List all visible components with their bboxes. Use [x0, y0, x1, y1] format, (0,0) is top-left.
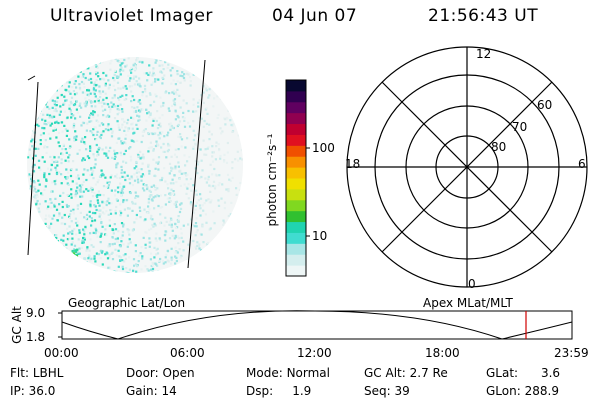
lat-label-80: 80	[491, 140, 507, 154]
time-tick-1800: 18:00	[425, 346, 460, 360]
glat-info: GLat: 3.6	[486, 366, 561, 380]
orbit-altitude-plot	[61, 310, 573, 340]
instrument-title: Ultraviolet Imager	[50, 6, 213, 26]
colorbar-tick-10: 10	[312, 229, 328, 243]
lat-label-70: 70	[512, 120, 528, 134]
gc-alt-info: GC Alt: 2.7 Re	[364, 366, 448, 380]
dsp-info: Dsp: 1.9	[246, 384, 312, 398]
image-time: 21:56:43 UT	[428, 6, 539, 26]
mlt-label-6: 6	[578, 157, 586, 171]
gc-alt-bottom-tick: 1.8	[26, 330, 46, 344]
mode-info: Mode: Normal	[246, 366, 330, 380]
glon-info: GLon: 288.9	[486, 384, 559, 398]
orbit-altitude-curve	[61, 310, 573, 340]
seq-info: Seq: 39	[364, 384, 410, 398]
time-tick-0000: 00:00	[44, 346, 79, 360]
mlt-label-0: 0	[468, 277, 476, 291]
colorbar	[286, 80, 306, 277]
mlt-label-18: 18	[345, 157, 361, 171]
geo-grid-tick	[27, 75, 36, 81]
uv-earth-image	[27, 57, 243, 273]
lat-label-60: 60	[537, 98, 553, 112]
door-info: Door: Open	[126, 366, 195, 380]
geographic-label: Geographic Lat/Lon	[68, 296, 186, 310]
polar-plot	[346, 46, 588, 288]
gc-alt-axis-title: GC Alt	[10, 306, 24, 344]
gain-info: Gain: 14	[126, 384, 177, 398]
image-date: 04 Jun 07	[272, 6, 358, 26]
time-tick-2359: 23:59	[554, 346, 589, 360]
mlt-label-12: 12	[476, 47, 492, 61]
apex-label: Apex MLat/MLT	[423, 296, 513, 310]
geo-grid-line-left	[27, 81, 39, 256]
filter-info: Flt: LBHL	[10, 366, 64, 380]
time-tick-1200: 12:00	[297, 346, 332, 360]
colorbar-unit-label: photon cm⁻²s⁻¹	[265, 133, 279, 227]
colorbar-tick-100: 100	[312, 141, 335, 155]
geo-grid-line-right	[187, 59, 206, 269]
time-tick-0600: 06:00	[170, 346, 205, 360]
ip-info: IP: 36.0	[10, 384, 56, 398]
gc-alt-top-tick: 9.0	[26, 306, 46, 320]
